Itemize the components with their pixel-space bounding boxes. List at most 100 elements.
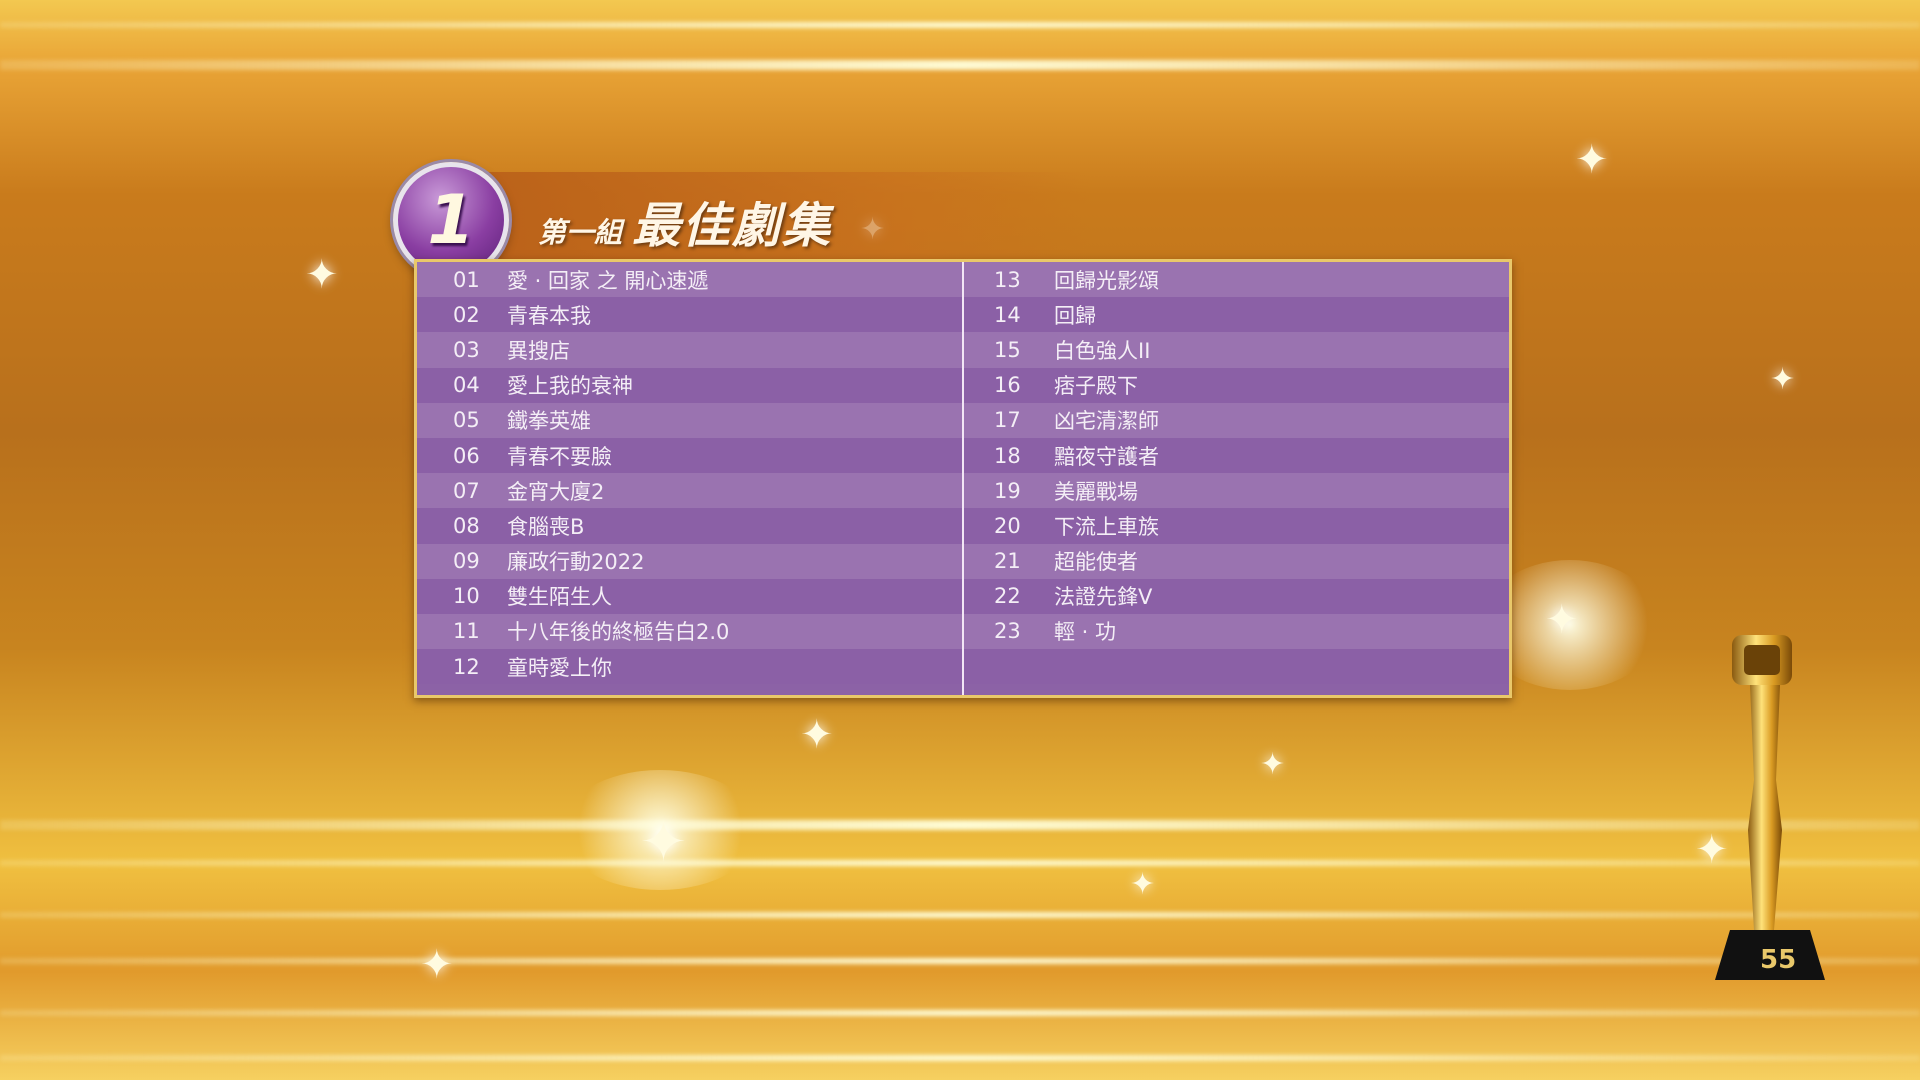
nominee-row: 17 凶宅清潔師 (964, 402, 1509, 438)
sparkle-icon: ✦ (1260, 747, 1286, 782)
nominee-name: 雙生陌生人 (507, 585, 612, 610)
nominee-row: 06 青春不要臉 (417, 437, 962, 474)
nominee-row: 04 愛上我的衰神 (417, 367, 962, 403)
light-streak (0, 958, 1920, 964)
nominee-name: 異搜店 (507, 338, 570, 363)
nominee-number: 17 (994, 408, 1021, 433)
nominee-number: 14 (994, 302, 1021, 327)
nominee-name: 超能使者 (1054, 550, 1138, 575)
category-heading: 第一組 最佳劇集 (538, 186, 832, 256)
nominee-number: 07 (453, 478, 480, 503)
trophy-logo: 55 (1760, 945, 1796, 975)
nominee-number: 01 (453, 267, 480, 292)
nominee-row: 09 廉政行動2022 (417, 543, 962, 579)
light-streak (0, 1010, 1920, 1016)
nominee-number: 13 (994, 267, 1021, 292)
light-streak (0, 860, 1920, 866)
nominee-number: 20 (994, 513, 1021, 538)
nominee-name: 下流上車族 (1054, 514, 1159, 539)
nominee-name: 愛上我的衰神 (507, 374, 633, 399)
nominee-name: 輕 · 功 (1054, 620, 1117, 645)
nominee-number: 22 (994, 584, 1021, 609)
nominee-name: 痞子殿下 (1054, 374, 1138, 399)
light-streak (0, 912, 1920, 918)
sparkle-icon: ✦ (1130, 867, 1156, 902)
group-label: 第一組 (538, 216, 623, 249)
sparkle-icon: ✦ (1575, 137, 1609, 183)
nominee-row: 11 十八年後的終極告白2.0 (417, 613, 962, 650)
nominee-row: 23 輕 · 功 (964, 613, 1509, 650)
nominee-number: 21 (994, 549, 1021, 574)
nominee-row: 05 鐵拳英雄 (417, 402, 962, 438)
nominee-row (964, 649, 1509, 685)
nominee-number: 09 (453, 549, 480, 574)
nominee-number: 02 (453, 302, 480, 327)
sparkle-icon: ✦ (640, 810, 687, 875)
nominee-name: 法證先鋒V (1054, 585, 1153, 610)
nominee-row: 14 回歸 (964, 297, 1509, 333)
nominee-row: 20 下流上車族 (964, 508, 1509, 544)
light-streak (0, 22, 1920, 28)
nominee-column-left: 01 愛 · 回家 之 開心速遞 02 青春本我 03 異搜店 04 愛上我的衰神 05 鐵拳英雄… (417, 262, 962, 695)
nominee-number: 04 (453, 373, 480, 398)
nominee-row: 16 痞子殿下 (964, 367, 1509, 403)
nominee-number: 10 (453, 584, 480, 609)
nominee-row: 07 金宵大廈2 (417, 473, 962, 509)
nominee-row: 03 異搜店 (417, 332, 962, 368)
nominee-table: 01 愛 · 回家 之 開心速遞 02 青春本我 03 異搜店 04 愛上我的衰神 05 鐵拳英雄… (414, 259, 1512, 698)
group-number: 1 (427, 180, 475, 260)
light-streak (0, 820, 1920, 830)
nominee-number: 05 (453, 408, 480, 433)
nominee-name: 回歸光影頌 (1054, 268, 1159, 293)
nominee-name: 金宵大廈2 (507, 479, 605, 504)
nominee-number: 03 (453, 337, 480, 362)
nominee-column-right: 13 回歸光影頌 14 回歸 15 白色強人II 16 痞子殿下 17 凶宅清潔師 18 黯夜守護者 1… (962, 262, 1509, 695)
nominee-row: 19 美麗戰場 (964, 473, 1509, 509)
nominee-row: 18 黯夜守護者 (964, 437, 1509, 474)
nominee-row: 15 白色強人II (964, 332, 1509, 368)
sparkle-icon: ✦ (420, 942, 454, 988)
nominee-number: 15 (994, 337, 1021, 362)
nominee-number: 06 (453, 443, 480, 468)
nominee-name: 凶宅清潔師 (1054, 409, 1159, 434)
nominee-name: 青春本我 (507, 303, 591, 328)
light-streak (0, 60, 1920, 70)
nominee-number: 18 (994, 443, 1021, 468)
nominee-name: 美麗戰場 (1054, 479, 1138, 504)
trophy-icon: 55 (1715, 635, 1825, 980)
sparkle-icon: ✦ (800, 712, 834, 758)
nominee-number: 16 (994, 373, 1021, 398)
nominee-number: 11 (453, 619, 480, 644)
nominee-number: 19 (994, 478, 1021, 503)
nominee-name: 白色強人II (1054, 338, 1151, 363)
nominee-row: 10 雙生陌生人 (417, 578, 962, 614)
sparkle-icon: ✦ (305, 252, 339, 298)
nominee-name: 廉政行動2022 (507, 550, 645, 575)
nominee-name: 鐵拳英雄 (507, 409, 591, 434)
nominee-row: 13 回歸光影頌 (964, 262, 1509, 298)
nominee-row: 21 超能使者 (964, 543, 1509, 579)
sparkle-icon: ✦ (1695, 827, 1729, 873)
nominee-number: 08 (453, 513, 480, 538)
sparkle-icon: ✦ (1545, 597, 1579, 643)
nominee-row: 02 青春本我 (417, 297, 962, 333)
light-streak (0, 1055, 1920, 1061)
light-glow (560, 770, 760, 890)
nominee-name: 回歸 (1054, 303, 1096, 328)
nominee-name: 童時愛上你 (507, 655, 612, 680)
nominee-name: 愛 · 回家 之 開心速遞 (507, 268, 709, 293)
nominee-row: 08 食腦喪B (417, 508, 962, 544)
nominee-name: 青春不要臉 (507, 444, 612, 469)
group-number-badge: 1 (393, 162, 509, 278)
nominee-row: 12 童時愛上你 (417, 649, 962, 685)
nominee-name: 黯夜守護者 (1054, 444, 1159, 469)
nominee-row: 01 愛 · 回家 之 開心速遞 (417, 262, 962, 298)
header-band (450, 172, 1090, 262)
nominee-name: 食腦喪B (507, 514, 585, 539)
nominee-row: 22 法證先鋒V (964, 578, 1509, 614)
category-title: 最佳劇集 (632, 198, 833, 254)
nominee-name: 十八年後的終極告白2.0 (507, 620, 730, 645)
nominee-number: 12 (453, 654, 480, 679)
sparkle-icon: ✦ (1770, 362, 1796, 397)
nominee-number: 23 (994, 619, 1021, 644)
